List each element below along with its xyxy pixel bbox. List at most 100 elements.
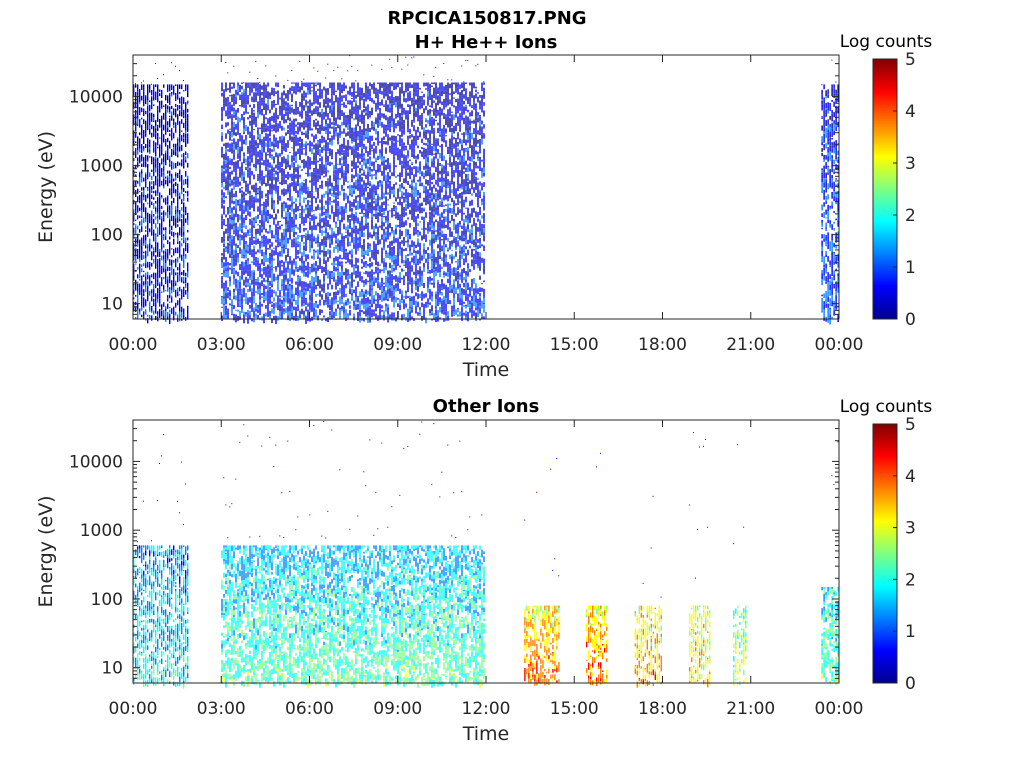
- spectrogram-cell: [297, 166, 299, 169]
- spectrogram-cell: [261, 109, 263, 113]
- spectrogram-cell: [383, 162, 385, 167]
- spectrogram-cell: [353, 109, 355, 115]
- spectrogram-cell: [149, 128, 151, 135]
- spectrogram-cell: [155, 223, 157, 229]
- spectrogram-cell: [347, 221, 349, 223]
- spectrogram-cell: [149, 110, 151, 112]
- spectrogram-cell: [259, 143, 261, 145]
- spectrogram-cell: [379, 285, 381, 290]
- spectrogram-cell: [365, 202, 367, 204]
- spectrogram-cell: [265, 162, 267, 167]
- spectrogram-cell: [379, 213, 381, 217]
- spectrogram-cell: [339, 271, 341, 278]
- spectrogram-cell: [159, 283, 161, 290]
- spectrogram-cell: [269, 193, 271, 195]
- spectrogram-cell: [281, 264, 283, 267]
- spectrogram-cell: [279, 260, 281, 265]
- spectrogram-cell: [241, 298, 243, 301]
- spectrogram-cell: [273, 143, 275, 148]
- spectrogram-cell: [181, 312, 183, 318]
- spectrogram-cell: [371, 188, 373, 192]
- spectrogram-cell: [319, 264, 321, 269]
- spectrogram-cell: [285, 272, 287, 275]
- spectrogram-cell: [249, 317, 251, 319]
- spectrogram-cell: [255, 82, 257, 86]
- spectrogram-cell: [355, 286, 357, 292]
- spectrogram-cell: [241, 146, 243, 152]
- spectrogram-cell: [337, 168, 339, 173]
- spectrogram-cell: [361, 112, 363, 118]
- spectrogram-cell: [173, 121, 175, 126]
- spectrogram-dot: [233, 65, 235, 67]
- spectrogram-cell: [257, 142, 259, 149]
- spectrogram-cell: [237, 122, 239, 126]
- spectrogram-cell: [233, 295, 235, 300]
- spectrogram-cell: [171, 134, 173, 141]
- spectrogram-dot: [155, 62, 156, 64]
- spectrogram-cell: [247, 298, 249, 305]
- spectrogram-cell: [165, 282, 167, 285]
- spectrogram-cell: [295, 90, 297, 95]
- spectrogram-dot: [287, 79, 289, 81]
- spectrogram-cell: [325, 155, 327, 161]
- spectrogram-cell: [139, 143, 141, 149]
- spectrogram-cell: [351, 234, 353, 238]
- spectrogram-cell: [361, 234, 363, 237]
- spectrogram-cell: [243, 205, 245, 210]
- spectrogram-cell: [259, 240, 261, 247]
- spectrogram-cell: [377, 217, 379, 220]
- spectrogram-cell: [233, 230, 235, 233]
- spectrogram-cell: [163, 268, 165, 273]
- spectrogram-cell: [259, 294, 261, 300]
- spectrogram-cell: [307, 113, 309, 118]
- spectrogram-cell: [259, 168, 261, 170]
- spectrogram-cell: [155, 235, 157, 238]
- spectrogram-cell: [249, 205, 251, 210]
- spectrogram-cell: [233, 254, 235, 259]
- spectrogram-cell: [225, 293, 227, 299]
- spectrogram-cell: [295, 174, 297, 179]
- spectrogram-cell: [293, 315, 295, 321]
- spectrogram-cell: [291, 93, 293, 99]
- spectrogram-cell: [135, 193, 137, 197]
- spectrogram-cell: [143, 134, 145, 140]
- spectrogram-cell: [381, 237, 383, 240]
- spectrogram-cell: [291, 128, 293, 133]
- spectrogram-cell: [367, 244, 369, 249]
- spectrogram-cell: [221, 176, 223, 179]
- spectrogram-cell: [179, 179, 181, 182]
- spectrogram-cell: [247, 315, 249, 319]
- spectrogram-cell: [315, 276, 317, 283]
- spectrogram-cell: [167, 201, 169, 205]
- spectrogram-cell: [325, 233, 327, 237]
- spectrogram-cell: [349, 250, 351, 255]
- spectrogram-cell: [371, 255, 373, 259]
- spectrogram-cell: [319, 281, 321, 287]
- spectrogram-cell: [353, 153, 355, 159]
- spectrogram-cell: [275, 247, 277, 249]
- spectrogram-cell: [143, 274, 145, 277]
- spectrogram-cell: [227, 180, 229, 185]
- spectrogram-cell: [309, 147, 311, 150]
- spectrogram-cell: [155, 261, 157, 263]
- spectrogram-cell: [229, 267, 231, 270]
- spectrogram-cell: [253, 217, 255, 221]
- spectrogram-cell: [281, 284, 283, 286]
- spectrogram-cell: [349, 100, 351, 105]
- spectrogram-cell: [303, 264, 305, 269]
- spectrogram-cell: [359, 129, 361, 135]
- spectrogram-cell: [289, 212, 291, 216]
- spectrogram-cell: [341, 309, 343, 312]
- spectrogram-cell: [163, 286, 165, 291]
- spectrogram-cell: [181, 223, 183, 229]
- spectrogram-cell: [335, 154, 337, 160]
- spectrogram-cell: [379, 314, 381, 320]
- spectrogram-cell: [175, 233, 177, 235]
- spectrogram-cell: [273, 112, 275, 117]
- spectrogram-cell: [263, 96, 265, 101]
- spectrogram-cell: [327, 145, 329, 152]
- spectrogram-cell: [341, 290, 343, 296]
- spectrogram-cell: [257, 175, 259, 178]
- spectrogram-cell: [155, 176, 157, 181]
- spectrogram-cell: [355, 275, 357, 279]
